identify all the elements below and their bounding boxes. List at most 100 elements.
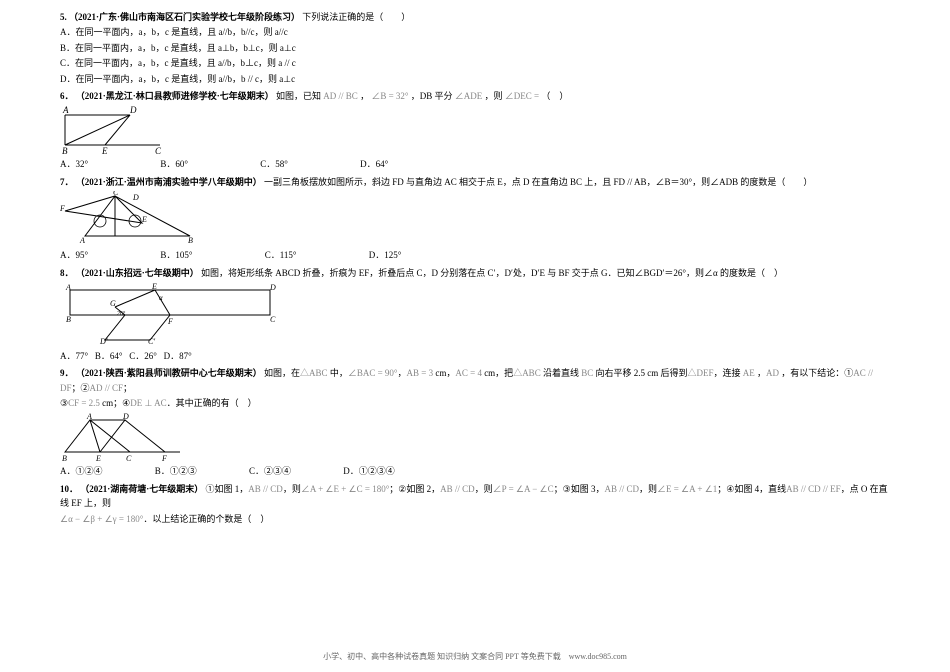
q6-stem-c: ，DB 平分 — [411, 91, 453, 101]
svg-text:B: B — [66, 315, 71, 324]
question-5: 5. （2021·广东·佛山市南海区石门实验学校七年级阶段练习） 下列说法正确的… — [60, 10, 890, 86]
q8-stem-text: 如图，将矩形纸条 ABCD 折叠，折痕为 EF，折叠后点 C，D 分别落在点 C… — [201, 268, 783, 278]
q9-options: A．①②④ B．①②③ C．②③④ D．①②③④ — [60, 464, 890, 478]
q10-f4: ∠P = ∠A − ∠C — [493, 484, 554, 494]
q9-f8: AE — [743, 368, 755, 378]
q7-source: （2021·浙江·温州市南浦实验中学八年级期中） — [76, 177, 262, 187]
q9-source: （2021·陕西·紫阳县师训教研中心七年级期末） — [76, 368, 262, 378]
svg-text:D: D — [122, 412, 129, 421]
question-7: 7． （2021·浙江·温州市南浦实验中学八年级期中） 一副三角板摆放如图所示，… — [60, 175, 890, 263]
q9-b: 中， — [328, 368, 348, 378]
svg-text:F: F — [167, 317, 173, 326]
q7-stem-text: 一副三角板摆放如图所示，斜边 FD 与直角边 AC 相交于点 E，点 D 在直角… — [264, 177, 812, 187]
q8-num: 8． — [60, 268, 74, 278]
q9-stem: 9． （2021·陕西·紫阳县师训教研中心七年级期末） 如图，在△ABC 中，∠… — [60, 366, 890, 395]
q6-opt-c: C．58° — [260, 157, 288, 171]
q8-figure: A E D B G F C D′ C′ α 26° — [60, 282, 890, 347]
q7-num: 7． — [60, 177, 74, 187]
svg-text:F: F — [60, 204, 65, 213]
q8-options: A．77° B．64° C．26° D．87° — [60, 349, 890, 363]
q6-faint-2: ∠B = 32° — [371, 91, 408, 101]
svg-text:E: E — [101, 146, 108, 155]
q10-f7: AB // CD // EF — [786, 484, 841, 494]
q6-opt-d: D．64° — [360, 157, 388, 171]
q6-stem-e: （ ） — [541, 91, 568, 101]
q8-opt-b: B．64° — [95, 351, 123, 361]
q9-f11: AD // CF — [90, 383, 124, 393]
svg-text:A: A — [86, 412, 92, 421]
q10-line2: ∠α − ∠β + ∠γ = 180°．以上结论正确的个数是（ ） — [60, 512, 890, 526]
svg-text:F: F — [161, 454, 167, 462]
q9-opt-d: D．①②③④ — [343, 464, 395, 478]
q9-f5: △ABC — [513, 368, 541, 378]
q9-l: ； — [123, 383, 132, 393]
q7-figure: C D F E A B — [60, 191, 890, 246]
q9-f: 沿着直线 — [541, 368, 582, 378]
q9-f9: AD — [766, 368, 779, 378]
svg-text:D: D — [129, 105, 137, 115]
q7-opt-b: B．105° — [160, 248, 192, 262]
question-10: 10． （2021·湖南荷塘·七年级期末） ①如图 1，AB // CD，则∠A… — [60, 482, 890, 526]
q6-stem-a: 如图，已知 — [276, 91, 321, 101]
q9-j: ，有以下结论：① — [779, 368, 853, 378]
question-6: 6． （2021·黑龙江·林口县教师进修学校·七年级期末） 如图，已知 AD /… — [60, 89, 890, 172]
svg-text:E: E — [95, 454, 101, 462]
svg-text:A: A — [79, 236, 85, 245]
q9-figure: A D B E C F — [60, 412, 890, 462]
q7-opt-a: A．95° — [60, 248, 88, 262]
q9-e: cm，把 — [482, 368, 513, 378]
q10-c: ；②如图 2， — [389, 484, 440, 494]
q9-f3: AB = 3 — [407, 368, 434, 378]
svg-text:C′: C′ — [148, 337, 155, 346]
q6-figure: A D B E C — [60, 105, 890, 155]
svg-text:C: C — [113, 191, 119, 197]
q10-d: ，则 — [475, 484, 493, 494]
q9-l2f1: CF = 2.5 — [68, 398, 100, 408]
q9-num: 9． — [60, 368, 74, 378]
q5-opt-d: D．在同一平面内，a，b，c 是直线，则 a//b，b // c，则 a⊥c — [60, 72, 890, 86]
q9-i: ， — [755, 368, 766, 378]
q9-l2f2: DE ⊥ AC — [130, 398, 166, 408]
q10-f2: ∠A + ∠E + ∠C = 180° — [301, 484, 389, 494]
q10-f3: AB // CD — [440, 484, 475, 494]
q6-faint-4: ∠DEC = — [505, 91, 539, 101]
svg-text:B: B — [62, 146, 68, 155]
q6-stem: 6． （2021·黑龙江·林口县教师进修学校·七年级期末） 如图，已知 AD /… — [60, 89, 890, 103]
q9-l2a: ③ — [60, 398, 68, 408]
q5-num: 5. — [60, 12, 67, 22]
q7-opt-d: D．125° — [369, 248, 402, 262]
q7-options: A．95° B．105° C．115° D．125° — [60, 248, 890, 262]
svg-text:C: C — [155, 146, 162, 155]
page-footer: 小学、初中、高中各种试卷真题 知识归纳 文案合同 PPT 等免费下载 www.d… — [0, 651, 950, 664]
q9-d: cm， — [433, 368, 455, 378]
q9-l2b: cm；④ — [100, 398, 130, 408]
q9-l2c: ．其中正确的有（ ） — [167, 398, 257, 408]
question-8: 8． （2021·山东招远·七年级期中） 如图，将矩形纸条 ABCD 折叠，折痕… — [60, 266, 890, 364]
q6-stem-d: ，则 — [485, 91, 503, 101]
q10-l2a: ．以上结论正确的个数是（ ） — [143, 514, 269, 524]
q9-c: ， — [398, 368, 407, 378]
q9-f1: △ABC — [300, 368, 328, 378]
q9-f2: ∠BAC = 90° — [348, 368, 398, 378]
q10-b: ，则 — [283, 484, 301, 494]
svg-text:C: C — [270, 315, 276, 324]
svg-text:E: E — [141, 215, 147, 224]
q8-opt-c: C．26° — [129, 351, 157, 361]
q5-opt-c: C．在同一平面内，a，b，c 是直线，且 a//b，b⊥c，则 a // c — [60, 56, 890, 70]
svg-text:B: B — [188, 236, 193, 245]
q9-f4: AC = 4 — [455, 368, 482, 378]
q5-source: （2021·广东·佛山市南海区石门实验学校七年级阶段练习） — [69, 12, 300, 22]
q8-source: （2021·山东招远·七年级期中） — [76, 268, 199, 278]
q7-stem: 7． （2021·浙江·温州市南浦实验中学八年级期中） 一副三角板摆放如图所示，… — [60, 175, 890, 189]
q10-stem: 10． （2021·湖南荷塘·七年级期末） ①如图 1，AB // CD，则∠A… — [60, 482, 890, 511]
svg-text:A: A — [65, 283, 71, 292]
q6-options: A．32° B．60° C．58° D．64° — [60, 157, 890, 171]
svg-text:E: E — [151, 282, 157, 291]
q6-stem-b: ， — [360, 91, 369, 101]
q6-opt-a: A．32° — [60, 157, 88, 171]
q9-a: 如图，在 — [264, 368, 300, 378]
q9-opt-a: A．①②④ — [60, 464, 103, 478]
q10-f5: AB // CD — [604, 484, 639, 494]
svg-text:α: α — [159, 294, 163, 302]
q10-f: ，则 — [639, 484, 657, 494]
